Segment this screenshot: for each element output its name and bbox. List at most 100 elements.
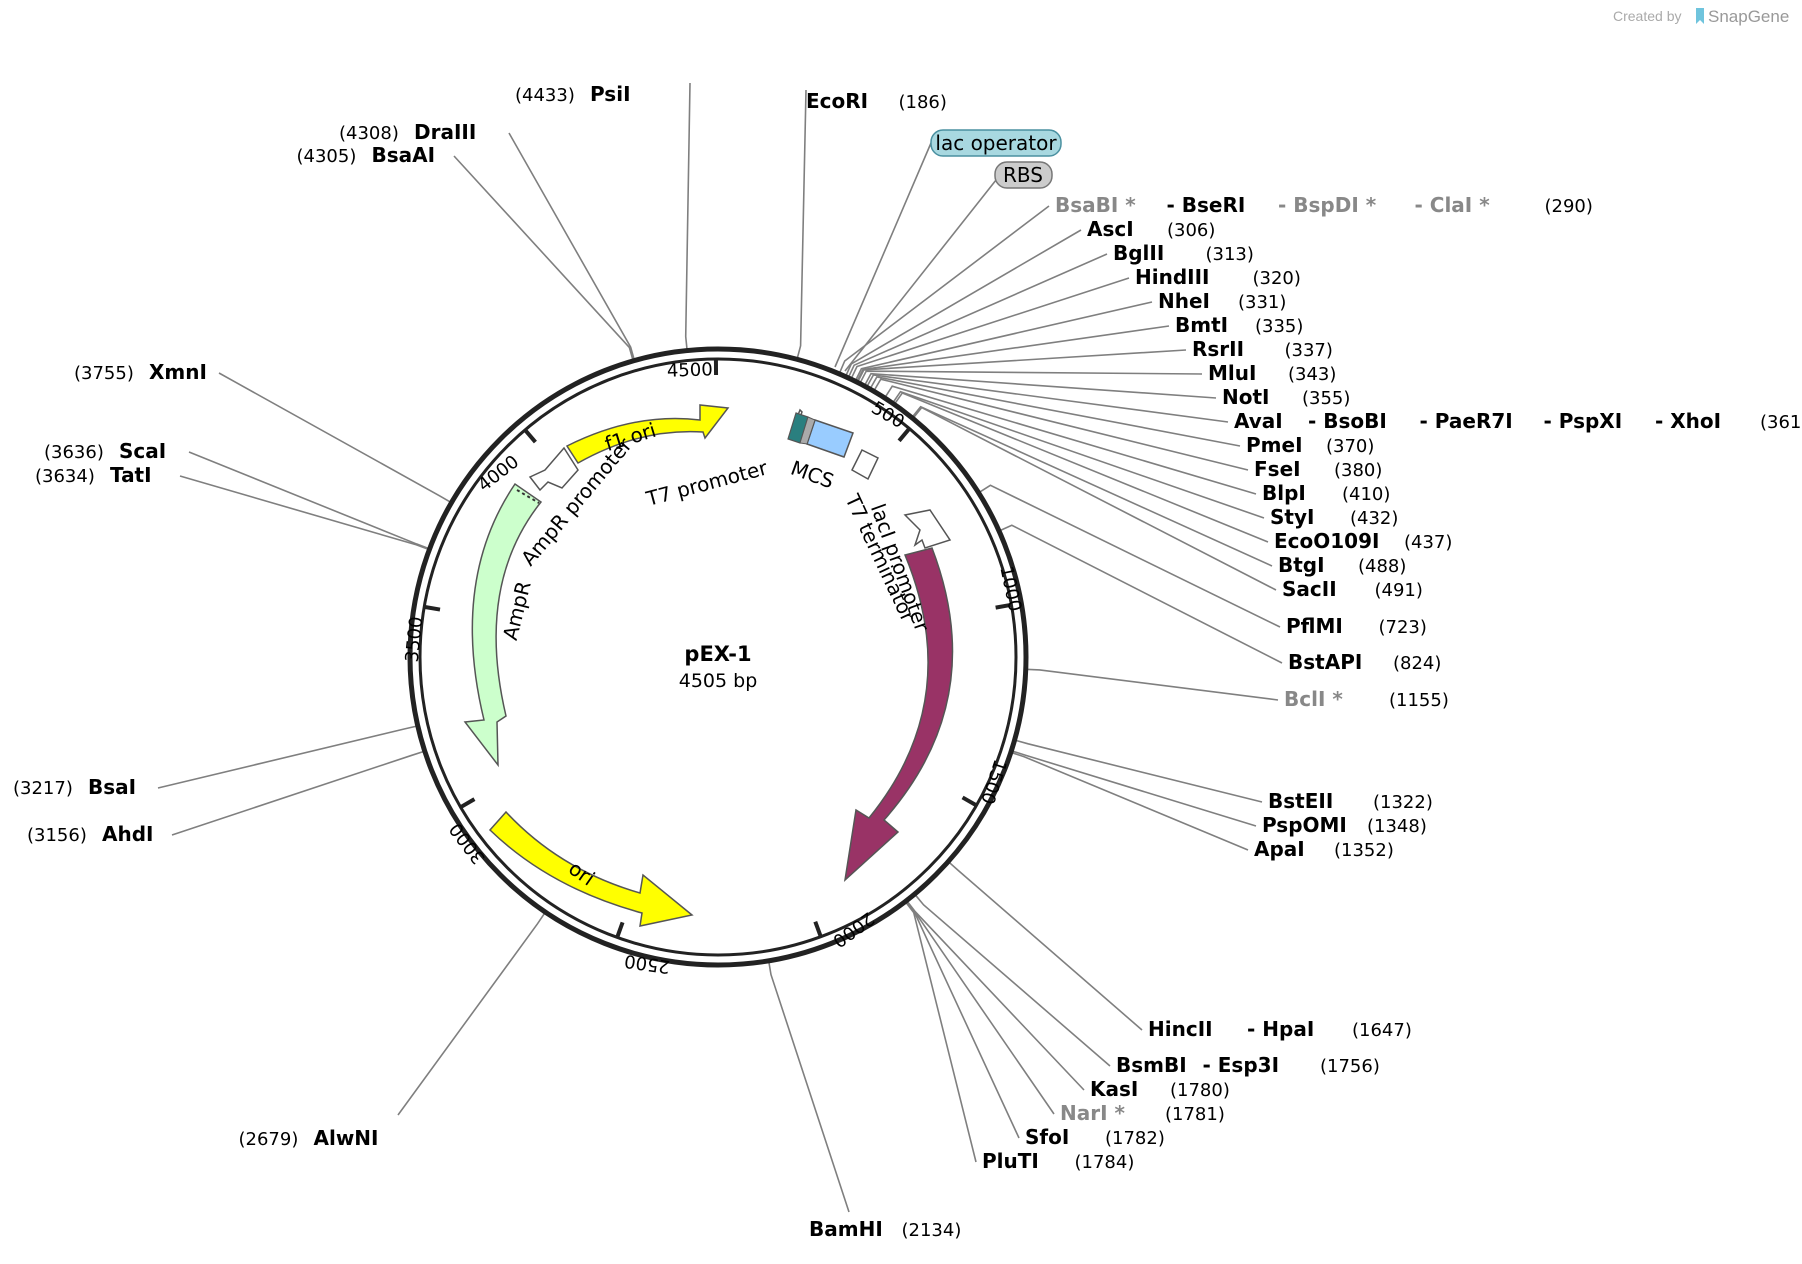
site-leader-line: [157, 725, 418, 789]
site-leader-line: [856, 325, 1170, 383]
site-leader-line: [905, 900, 1020, 1139]
restriction-site-label: SacII (491): [1282, 577, 1423, 601]
restriction-site-label: BlpI (410): [1262, 481, 1390, 505]
lac-operator-label: lac operator: [930, 129, 1062, 157]
site-leader-line: [904, 901, 977, 1163]
site-leader-line: [893, 391, 1269, 543]
restriction-site-label: (4308) DraIII: [339, 120, 476, 144]
credit-brand: SnapGene: [1708, 7, 1789, 26]
restriction-site-label: MluI (343): [1208, 361, 1336, 385]
restriction-site-label: SfoI (1782): [1025, 1125, 1165, 1149]
site-leader-line: [912, 406, 1277, 591]
feature-label-mcs: MCS: [788, 456, 837, 494]
restriction-site-label: (3755) XmnI: [74, 360, 207, 384]
tick-mark: [615, 921, 625, 939]
tick-mark: [459, 797, 476, 809]
tick-mark: [961, 795, 978, 808]
restriction-site-label: (2679) AlwNI: [239, 1126, 379, 1150]
site-leader-line: [873, 378, 1249, 471]
tick-mark: [523, 428, 537, 444]
site-leader-line: [397, 911, 547, 1116]
restriction-site-label: BmtI (335): [1175, 313, 1303, 337]
credit-prefix: Created by: [1613, 8, 1681, 24]
site-leader-line: [911, 405, 1273, 567]
restriction-site-label: (3156) AhdI: [27, 822, 153, 846]
restriction-site-label: BglII (313): [1113, 241, 1254, 265]
site-leader-line: [869, 376, 1241, 447]
restriction-site-label: PmeI (370): [1246, 433, 1374, 457]
site-leader-line: [796, 89, 807, 360]
site-leader-line: [905, 900, 1085, 1091]
restriction-site-label: BclI * (1155): [1284, 687, 1449, 711]
feature-ori: ori: [488, 810, 694, 927]
site-leader-line: [179, 475, 430, 551]
restriction-site-label: PluTI (1784): [982, 1149, 1134, 1173]
backbone-inner-ring: [418, 357, 1018, 957]
plasmid-size: 4505 bp: [679, 670, 758, 692]
restriction-site-label: (4305) BsaAI: [297, 143, 436, 167]
restriction-site-label: EcoO109I (437): [1274, 529, 1452, 553]
restriction-site-label: PspOMI (1348): [1262, 813, 1427, 837]
site-leader-line: [854, 301, 1153, 382]
restriction-site-label: StyI (432): [1270, 505, 1398, 529]
tick-label: 3500: [402, 616, 428, 664]
restriction-site-label: NheI (331): [1158, 289, 1286, 313]
restriction-site-label: KasI (1780): [1090, 1077, 1230, 1101]
tick-label: 2000: [829, 907, 878, 951]
site-leader-line: [218, 372, 452, 504]
rbs-label: RBS: [994, 161, 1053, 189]
restriction-site-label: (3217) BsaI: [13, 775, 136, 799]
tick-mark: [813, 921, 823, 938]
restriction-site-label: (3634) TatI: [35, 463, 152, 487]
site-leader-line: [978, 484, 1281, 628]
feature-laci: lacI: [843, 547, 981, 882]
feature-label-t7-promoter: T7 promoter: [643, 455, 771, 511]
feature-ampr: AmpR: [463, 482, 543, 768]
restriction-site-label: HincII - HpaI (1647): [1148, 1017, 1412, 1041]
feature-t7-terminator: T7 terminator: [840, 448, 921, 626]
restriction-site-label: BstAPI (824): [1288, 650, 1441, 674]
feature-label-laci: lacI: [947, 697, 981, 737]
site-labels: (4433) PsiI (4308) DraIII(4305) BsaAI (3755) X…: [13, 82, 1802, 1241]
restriction-site-label: RsrII (337): [1192, 337, 1333, 361]
site-leader-line: [171, 750, 425, 836]
site-leader-line: [891, 390, 1265, 519]
restriction-site-label: NotI (355): [1222, 385, 1350, 409]
site-leader-line: [1025, 668, 1279, 701]
svg-text:RBS: RBS: [1003, 163, 1043, 187]
restriction-site-label: (4433) PsiI: [515, 82, 631, 106]
tick-mark: [423, 604, 441, 612]
site-leader-line: [947, 860, 1143, 1031]
restriction-site-label: ApaI (1352): [1254, 837, 1394, 861]
restriction-site-label: BtgI (488): [1278, 553, 1406, 577]
site-leader-line: [914, 893, 1111, 1067]
site-leader-line: [684, 82, 691, 351]
restriction-site-label: FseI (380): [1254, 457, 1382, 481]
site-leader-line: [453, 155, 634, 362]
restriction-site-label: AscI (306): [1087, 217, 1215, 241]
site-leader-line: [188, 451, 430, 550]
svg-text:lac operator: lac operator: [935, 131, 1057, 155]
tick-mark: [995, 602, 1012, 610]
feature-f1-ori: f1 ori: [565, 404, 730, 465]
restriction-site-label: BstEII (1322): [1268, 789, 1433, 813]
restriction-site-label: AvaI- BsoBI- PaeR7I- PspXI- XhoI(361): [1234, 409, 1802, 433]
feature-leader-line: [844, 174, 1001, 372]
restriction-site-label: PflMI (723): [1286, 614, 1427, 638]
site-leader-lines: [157, 82, 1283, 1213]
feature-small-blocks: [787, 412, 816, 445]
site-leader-line: [859, 370, 1203, 384]
restriction-site-label: EcoRI (186): [806, 89, 947, 113]
site-leader-line: [1011, 749, 1257, 827]
restriction-site-label: (3636) ScaI: [44, 439, 166, 463]
feature-label-ampr: AmpR: [498, 579, 536, 643]
tick-label: 3000: [445, 819, 489, 868]
site-leader-line: [865, 374, 1229, 423]
site-leader-line: [508, 132, 636, 361]
tick-label: 1500: [976, 757, 1010, 807]
plasmid-name: pEX-1: [684, 642, 751, 666]
site-leader-line: [998, 524, 1283, 664]
restriction-site-label: BamHI (2134): [809, 1217, 961, 1241]
tick-mark: [897, 427, 911, 443]
